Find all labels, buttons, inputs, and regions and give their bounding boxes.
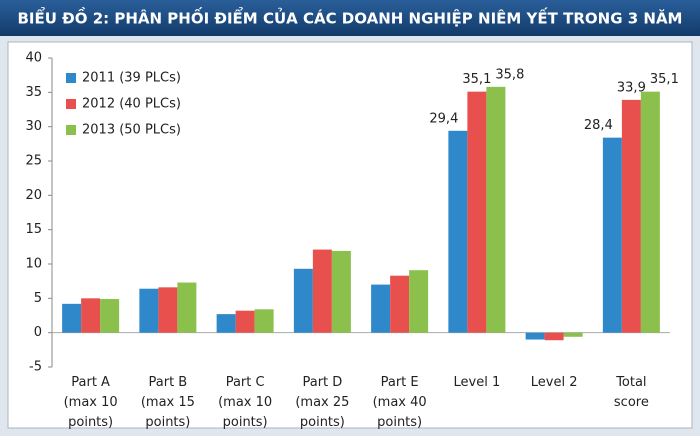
chart-title: BIỂU ĐỒ 2: PHÂN PHỐI ĐIỂM CỦA CÁC DOANH … — [18, 6, 683, 28]
bar — [409, 270, 429, 333]
x-tick-label: Level 1 — [454, 375, 501, 390]
legend-swatch — [66, 99, 76, 109]
value-label: 28,4 — [584, 118, 613, 133]
x-tick-label: Part B (max 15 points) — [141, 375, 195, 430]
x-tick-label: Level 2 — [531, 375, 578, 390]
bar — [621, 99, 641, 333]
legend-label: 2013 (50 PLCs) — [82, 123, 181, 138]
y-tick-label: 10 — [25, 257, 42, 272]
y-tick-label: 20 — [25, 188, 42, 203]
bar — [448, 130, 468, 333]
x-tick-label: Part E (max 40 points) — [373, 375, 427, 430]
bar — [139, 288, 159, 333]
legend-label: 2011 (39 PLCs) — [82, 71, 181, 86]
y-tick-label: 35 — [25, 85, 42, 100]
value-label: 35,8 — [495, 67, 524, 82]
bar — [544, 332, 564, 341]
y-tick-label: 25 — [25, 154, 42, 169]
legend-label: 2012 (40 PLCs) — [82, 97, 181, 112]
bar — [486, 86, 506, 333]
y-tick-label: -5 — [29, 360, 42, 375]
bar — [371, 284, 391, 333]
bar — [216, 314, 236, 333]
x-tick-label: Part D (max 25 points) — [295, 375, 349, 430]
bar — [254, 309, 274, 333]
bar — [100, 299, 120, 333]
bar — [525, 332, 545, 340]
title-banner — [0, 0, 700, 36]
y-tick-label: 30 — [25, 119, 42, 134]
bar — [467, 91, 487, 333]
bar — [235, 310, 255, 333]
value-label: 35,1 — [462, 72, 491, 87]
bar — [62, 303, 82, 333]
bar — [312, 249, 332, 333]
x-tick-label: Total score — [614, 375, 649, 410]
y-tick-label: 5 — [34, 291, 42, 306]
legend-swatch — [66, 73, 76, 83]
bar — [81, 298, 101, 333]
legend-swatch — [66, 125, 76, 135]
value-label: 29,4 — [429, 111, 458, 126]
bar — [390, 275, 410, 333]
bar — [293, 268, 313, 333]
bar — [331, 250, 351, 333]
bar — [177, 282, 197, 333]
x-tick-label: Part C (max 10 points) — [218, 375, 272, 430]
bar — [602, 137, 622, 333]
value-label: 35,1 — [650, 72, 679, 87]
value-label: 33,9 — [617, 80, 646, 95]
y-tick-label: 15 — [25, 222, 42, 237]
bar — [640, 91, 660, 333]
y-tick-label: 0 — [34, 325, 42, 340]
y-tick-label: 40 — [25, 51, 42, 66]
bar — [563, 332, 583, 337]
plot-panel — [7, 41, 693, 429]
x-tick-label: Part A (max 10 points) — [64, 375, 118, 430]
bar — [158, 287, 178, 333]
